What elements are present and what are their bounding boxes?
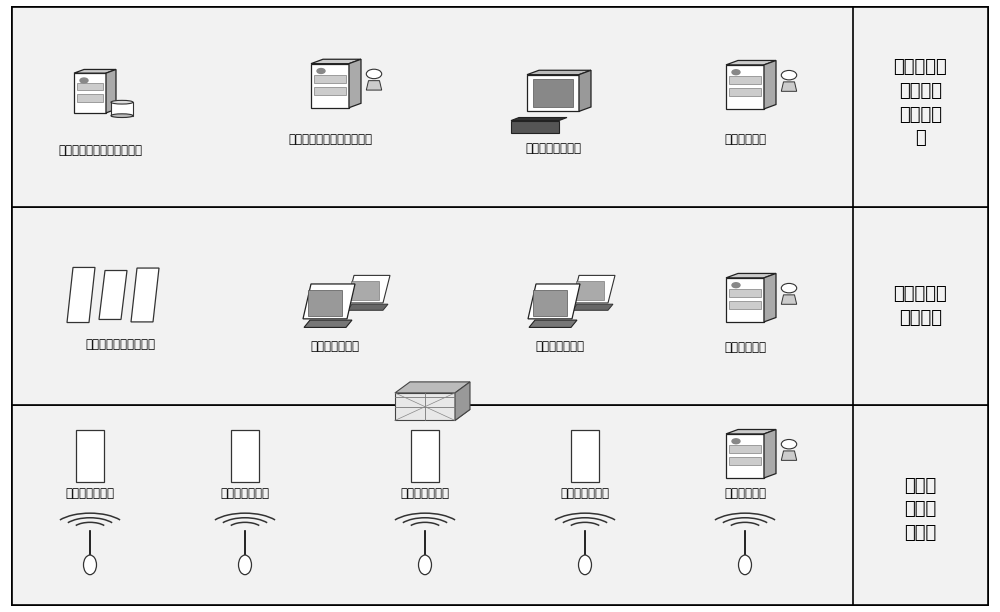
Polygon shape: [455, 382, 470, 420]
Polygon shape: [527, 70, 591, 75]
Polygon shape: [528, 284, 580, 319]
Polygon shape: [67, 267, 95, 323]
Bar: [111, 102, 133, 116]
FancyBboxPatch shape: [76, 430, 104, 482]
Bar: [314, 75, 346, 83]
Circle shape: [80, 78, 88, 83]
Polygon shape: [131, 268, 159, 322]
Polygon shape: [304, 320, 352, 327]
Bar: [77, 83, 103, 90]
Bar: [12, 7, 988, 207]
Text: 维护管理设备: 维护管理设备: [724, 341, 766, 354]
Polygon shape: [527, 75, 579, 111]
Ellipse shape: [84, 555, 96, 575]
Bar: [12, 207, 988, 405]
Polygon shape: [781, 295, 797, 304]
Text: 地面无
线数据
接入层: 地面无 线数据 接入层: [904, 477, 937, 542]
Bar: [533, 290, 567, 316]
Circle shape: [781, 283, 797, 293]
Text: 数据管理服务器: 数据管理服务器: [66, 487, 114, 499]
Text: 数据管理服务器: 数据管理服务器: [220, 487, 270, 499]
Polygon shape: [529, 320, 577, 327]
Ellipse shape: [578, 555, 592, 575]
Polygon shape: [347, 304, 388, 310]
Bar: [729, 289, 761, 297]
Circle shape: [732, 439, 740, 444]
Text: 维护管理设备: 维护管理设备: [724, 487, 766, 499]
Polygon shape: [311, 59, 361, 64]
Bar: [351, 281, 379, 300]
Polygon shape: [366, 81, 382, 90]
Polygon shape: [726, 65, 764, 109]
Ellipse shape: [738, 555, 752, 575]
Polygon shape: [311, 64, 349, 108]
Circle shape: [781, 70, 797, 80]
Circle shape: [366, 69, 382, 79]
Bar: [576, 281, 604, 300]
Polygon shape: [579, 70, 591, 111]
Polygon shape: [349, 59, 361, 108]
Bar: [308, 290, 342, 316]
Ellipse shape: [418, 555, 432, 575]
Text: 地铁车辆制动系统诊断设备: 地铁车辆制动系统诊断设备: [288, 133, 372, 146]
FancyBboxPatch shape: [411, 430, 439, 482]
FancyBboxPatch shape: [571, 430, 599, 482]
FancyBboxPatch shape: [231, 430, 259, 482]
Ellipse shape: [111, 114, 133, 118]
Bar: [533, 79, 573, 107]
Polygon shape: [74, 69, 116, 73]
Text: 数据管理服务器: 数据管理服务器: [400, 487, 450, 499]
Polygon shape: [764, 61, 776, 109]
Bar: [729, 301, 761, 309]
Circle shape: [317, 69, 325, 73]
Text: 数据分析与处理服务器: 数据分析与处理服务器: [85, 338, 155, 351]
Bar: [729, 457, 761, 465]
Polygon shape: [726, 278, 764, 322]
Polygon shape: [764, 430, 776, 478]
Polygon shape: [726, 274, 776, 278]
Polygon shape: [347, 275, 390, 303]
Text: 地面中心综
合维护管
理、决策
层: 地面中心综 合维护管 理、决策 层: [894, 58, 947, 147]
Text: 地面中心历史数据管理设备: 地面中心历史数据管理设备: [58, 144, 142, 157]
Bar: [77, 94, 103, 102]
Polygon shape: [74, 73, 106, 113]
Ellipse shape: [239, 555, 252, 575]
Polygon shape: [511, 118, 567, 121]
Polygon shape: [726, 430, 776, 434]
Polygon shape: [764, 274, 776, 322]
Bar: [729, 88, 761, 96]
Text: 地面中心工作站: 地面中心工作站: [536, 340, 584, 353]
Bar: [729, 76, 761, 84]
Polygon shape: [781, 451, 797, 460]
Polygon shape: [726, 434, 764, 478]
Polygon shape: [781, 82, 797, 91]
Text: 数据管理服务器: 数据管理服务器: [560, 487, 610, 499]
Text: 地面中心工作站: 地面中心工作站: [310, 340, 360, 353]
Text: 车辆状态显示设备: 车辆状态显示设备: [525, 142, 581, 155]
Text: 维护管理设备: 维护管理设备: [724, 133, 766, 146]
Circle shape: [732, 70, 740, 75]
Circle shape: [781, 439, 797, 449]
Polygon shape: [395, 409, 470, 420]
Polygon shape: [395, 382, 470, 393]
Polygon shape: [303, 284, 355, 319]
Polygon shape: [99, 271, 127, 319]
Bar: [12, 405, 988, 605]
Polygon shape: [395, 393, 455, 420]
Text: 地面中心数
据分析层: 地面中心数 据分析层: [894, 285, 947, 327]
Bar: [314, 87, 346, 95]
Polygon shape: [106, 69, 116, 113]
Polygon shape: [572, 275, 615, 303]
Bar: [729, 445, 761, 453]
Polygon shape: [511, 121, 559, 133]
Polygon shape: [572, 304, 613, 310]
Circle shape: [732, 283, 740, 288]
Polygon shape: [726, 61, 776, 65]
Ellipse shape: [111, 100, 133, 104]
